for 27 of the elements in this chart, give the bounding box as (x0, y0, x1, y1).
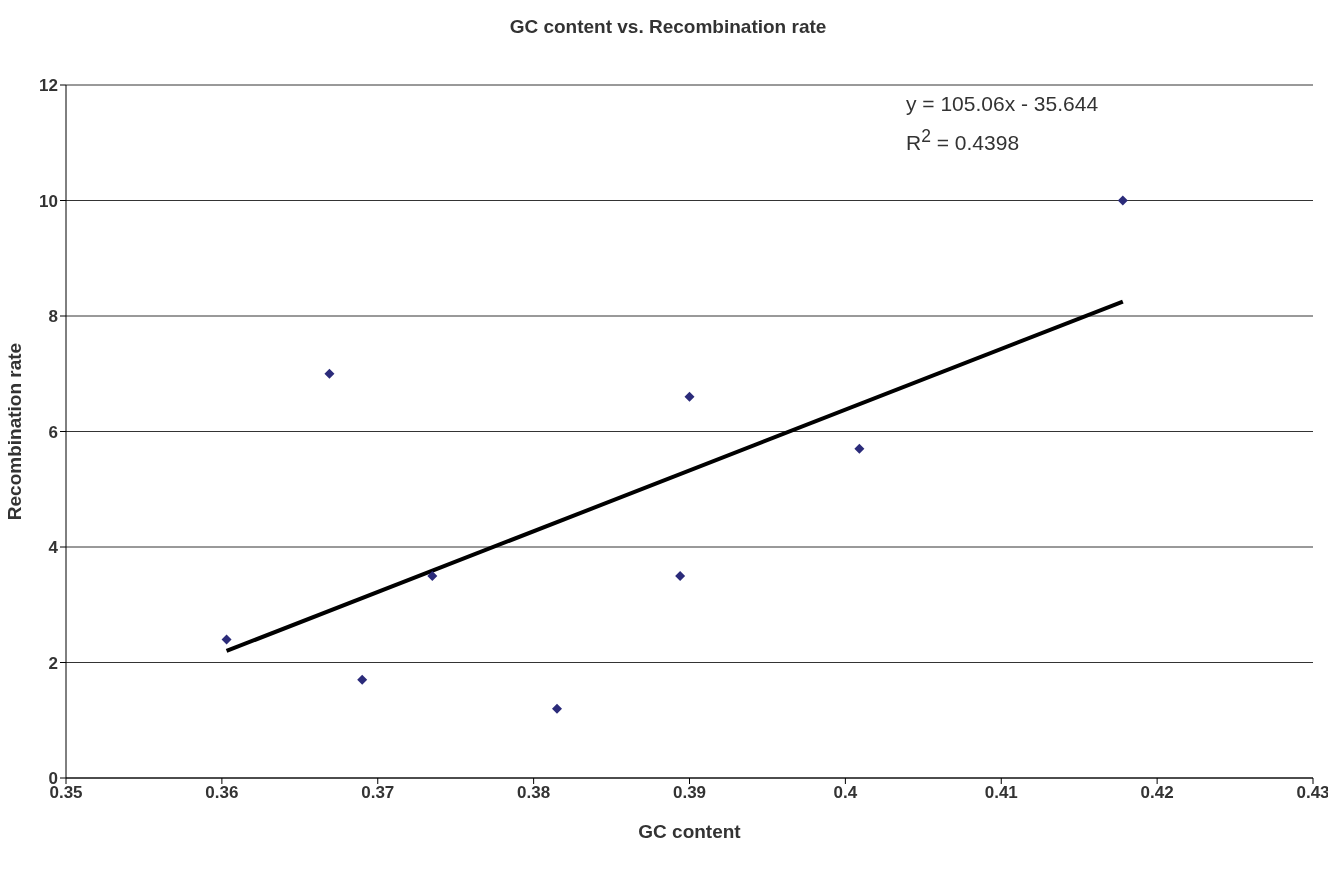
point (675, 570, 686, 581)
x-tick-label: 0.36 (205, 783, 239, 803)
y-tick-label: 2 (48, 653, 58, 673)
point (684, 391, 695, 402)
x-tick-label: 0.4 (833, 783, 858, 803)
y-tick-label: 12 (39, 76, 58, 96)
point (357, 674, 368, 685)
y-tick-label: 8 (48, 307, 58, 327)
x-tick-label: 0.37 (361, 783, 395, 803)
point (427, 570, 438, 581)
x-tick-label: 0.38 (517, 783, 551, 803)
y-tick-label: 10 (39, 191, 58, 211)
point (552, 703, 563, 714)
chart-title: GC content vs. Recombination rate (508, 16, 828, 38)
point (221, 634, 232, 645)
point (1117, 195, 1128, 206)
point (324, 368, 335, 379)
x-tick-label: 0.39 (672, 783, 707, 803)
point (854, 443, 865, 454)
annotation: R$^{2}$ = 0.4398 (906, 125, 1021, 156)
x-tick-label: 0.41 (984, 783, 1018, 803)
y-tick-label: 4 (48, 538, 59, 558)
y-tick-label: 6 (48, 422, 58, 442)
annotation: y = 105.06x - 35.644 (906, 91, 1099, 117)
x-tick-label: 0.43 (1296, 783, 1330, 803)
x-axis-title: GC content (638, 821, 742, 842)
x-tick-label: 0.42 (1140, 783, 1174, 803)
